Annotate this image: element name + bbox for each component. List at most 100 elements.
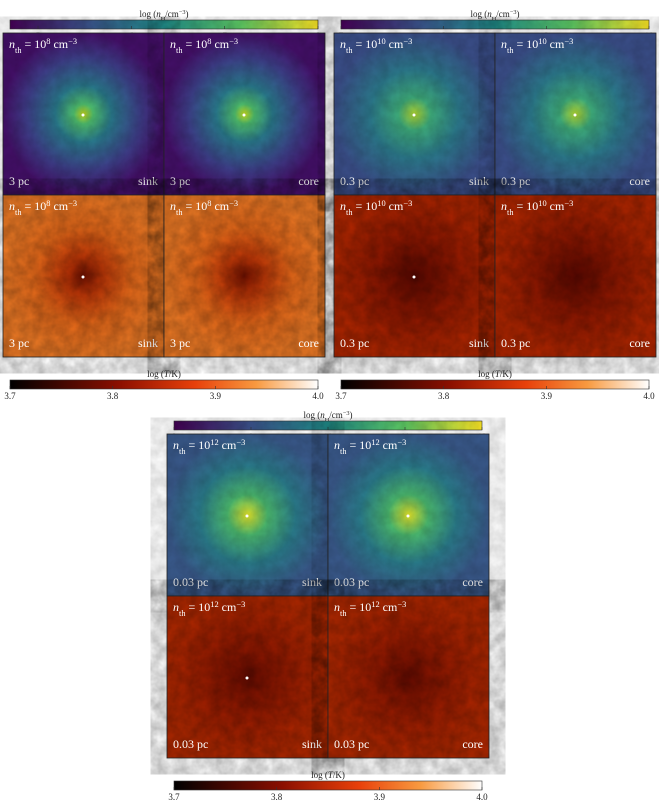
- tick-label: 3.8: [107, 391, 119, 401]
- label-part: cm: [380, 438, 398, 452]
- sink-marker: [81, 113, 85, 117]
- type-label: core: [462, 575, 483, 589]
- tick-label: 3.9: [541, 391, 553, 401]
- label-part: th: [15, 46, 22, 55]
- label-part: n: [156, 9, 161, 19]
- label-part: 8: [207, 37, 211, 46]
- label: nth = 108 cm−3: [9, 37, 77, 55]
- type-label: core: [462, 737, 483, 751]
- label-part: ): [517, 9, 520, 19]
- label-part: th: [15, 208, 22, 217]
- label-part: cm: [547, 199, 565, 213]
- label-part: 10: [377, 199, 385, 208]
- label-part: n: [334, 438, 340, 452]
- label-part: th: [507, 208, 514, 217]
- label-part: −3: [229, 199, 238, 208]
- sink-marker: [412, 275, 416, 279]
- colorbar: [173, 780, 483, 791]
- type-label: core: [629, 336, 650, 350]
- label: log (T/K): [478, 369, 512, 379]
- scale-label: 3 pc: [170, 174, 190, 188]
- colorbar: [9, 19, 319, 30]
- label-part: n: [9, 37, 15, 51]
- label: log (nH/cm−3): [303, 410, 352, 424]
- label-part: log (: [147, 369, 164, 379]
- label-part: th: [176, 46, 183, 55]
- label-part: = 10: [347, 438, 372, 452]
- label-part: /K): [333, 770, 345, 780]
- label: log (nH/cm−3): [470, 9, 519, 23]
- panel-texture: [164, 195, 325, 357]
- scale-label: 0.03 pc: [334, 575, 369, 589]
- label-part: th: [346, 46, 353, 55]
- label: nth = 1010 cm−3: [340, 37, 412, 55]
- type-label: core: [298, 336, 319, 350]
- label-part: /cm: [165, 9, 179, 19]
- tick-label: 4.0: [476, 792, 488, 802]
- label-part: th: [179, 609, 186, 618]
- label-part: = 10: [353, 199, 378, 213]
- type-label: core: [298, 174, 319, 188]
- label-part: = 10: [353, 37, 378, 51]
- tick-label: 3.9: [374, 792, 386, 802]
- label-part: −3: [179, 9, 186, 16]
- label-part: = 10: [347, 600, 372, 614]
- label-part: th: [340, 609, 347, 618]
- type-label: sink: [138, 174, 158, 188]
- label-part: cm: [386, 199, 404, 213]
- label-part: n: [173, 600, 179, 614]
- scale-label: 0.3 pc: [501, 336, 530, 350]
- label-part: th: [340, 447, 347, 456]
- label-part: = 10: [183, 37, 208, 51]
- tick-label: 4.0: [312, 391, 324, 401]
- label-part: −3: [229, 37, 238, 46]
- label-part: −3: [397, 600, 406, 609]
- label-part: /K): [169, 369, 181, 379]
- label-part: cm: [50, 37, 68, 51]
- tick-label: 3.7: [168, 792, 180, 802]
- label-part: 12: [210, 438, 218, 447]
- tick-label: 3.8: [271, 792, 283, 802]
- label-part: log (: [139, 9, 156, 19]
- sink-marker: [81, 275, 85, 279]
- label: nth = 1010 cm−3: [501, 37, 573, 55]
- label-part: th: [176, 208, 183, 217]
- type-label: sink: [469, 336, 489, 350]
- label-part: n: [170, 199, 176, 213]
- type-label: sink: [138, 336, 158, 350]
- label-part: T: [328, 770, 334, 780]
- tick-label: 4.0: [643, 391, 655, 401]
- tick-label: 3.7: [4, 391, 16, 401]
- panel-frame: [494, 194, 657, 358]
- label-part: 10: [377, 37, 385, 46]
- label-part: /K): [500, 369, 512, 379]
- label-part: −3: [403, 37, 412, 46]
- label-part: n: [340, 199, 346, 213]
- label-part: n: [320, 410, 325, 420]
- colorbar: [9, 379, 319, 390]
- label: nth = 1010 cm−3: [501, 199, 573, 217]
- label-part: H: [325, 417, 330, 424]
- tick-label: 3.8: [438, 391, 450, 401]
- sink-marker: [245, 676, 249, 680]
- label-part: n: [501, 37, 507, 51]
- label-part: T: [495, 369, 501, 379]
- sink-marker: [412, 113, 416, 117]
- label: log (T/K): [147, 369, 181, 379]
- label-part: /cm: [329, 410, 343, 420]
- label: log (nH/cm−3): [139, 9, 188, 23]
- label-part: 8: [207, 199, 211, 208]
- label-part: T: [164, 369, 170, 379]
- scale-label: 3 pc: [9, 174, 29, 188]
- label-part: n: [501, 199, 507, 213]
- type-label: sink: [302, 575, 322, 589]
- label-part: = 10: [514, 37, 539, 51]
- label-part: ): [350, 410, 353, 420]
- label-part: 12: [371, 438, 379, 447]
- label: nth = 1012 cm−3: [173, 438, 245, 456]
- label-part: = 10: [183, 199, 208, 213]
- scale-label: 0.3 pc: [501, 174, 530, 188]
- label-part: 8: [46, 199, 50, 208]
- label-part: log (: [303, 410, 320, 420]
- label-part: −3: [403, 199, 412, 208]
